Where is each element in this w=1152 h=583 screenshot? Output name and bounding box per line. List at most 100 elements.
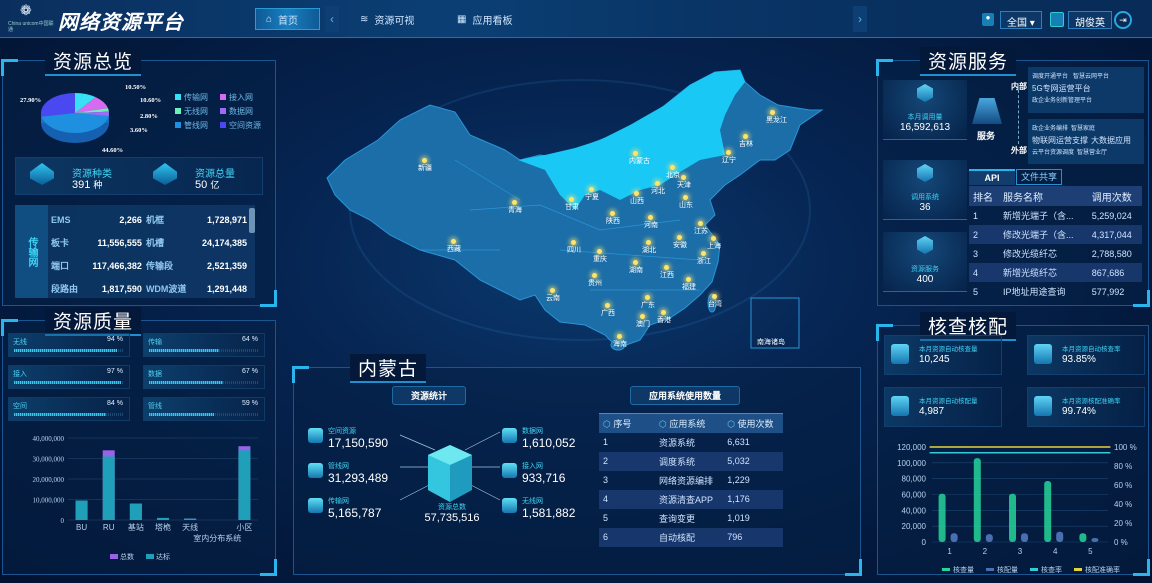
province-marker-dot[interactable] (640, 314, 645, 319)
bar-match-count[interactable] (985, 534, 993, 542)
province-marker-dot[interactable] (661, 310, 666, 315)
province-marker-dot[interactable] (512, 200, 517, 205)
pie-slice[interactable] (41, 93, 75, 117)
province-marker-dot[interactable] (648, 215, 653, 220)
province-marker-dot[interactable] (633, 260, 638, 265)
province-label[interactable]: 青海 (508, 207, 522, 214)
bar-check-count[interactable] (973, 458, 981, 542)
province-marker-dot[interactable] (686, 277, 691, 282)
province-label[interactable]: 天津 (677, 182, 691, 189)
tab-file-share[interactable]: 文件共享 (1016, 169, 1062, 185)
pie-slice[interactable] (75, 108, 109, 113)
province-marker-dot[interactable] (645, 295, 650, 300)
nav-home[interactable]: ⌂ 首页 (255, 8, 320, 30)
legend-item[interactable]: 无线网 (175, 106, 220, 117)
province-marker-dot[interactable] (634, 191, 639, 196)
table-row[interactable]: 5 IP地址用途查询 577,992 (969, 282, 1142, 301)
province-label[interactable]: 贵州 (588, 280, 602, 287)
bar-qualified[interactable] (238, 450, 251, 520)
province-inner-mongolia-highlight[interactable] (518, 70, 745, 210)
province-label[interactable]: 北京 (666, 172, 680, 179)
nav-app-board[interactable]: ▦ 应用看板 (447, 8, 522, 30)
table-row[interactable]: 4 资源清查APP 1,176 (599, 489, 783, 509)
province-marker-dot[interactable] (633, 151, 638, 156)
bar-qualified[interactable] (129, 503, 142, 520)
province-marker-dot[interactable] (610, 211, 615, 216)
internal-system[interactable]: 5G专网运营平台 (1032, 84, 1091, 93)
province-marker-dot[interactable] (681, 175, 686, 180)
province-label[interactable]: 重庆 (593, 256, 607, 263)
external-system[interactable]: 智慧家庭 (1071, 126, 1096, 132)
table-row[interactable]: 2 修改光端子（含... 4,317,044 (969, 225, 1142, 244)
province-label[interactable]: 云南 (546, 295, 560, 302)
bar-match-count[interactable] (950, 533, 958, 542)
province-label[interactable]: 河南 (644, 222, 658, 229)
bar-qualified[interactable] (75, 500, 88, 520)
province-marker-dot[interactable] (571, 240, 576, 245)
province-marker-dot[interactable] (683, 195, 688, 200)
tab-api[interactable]: API (969, 169, 1015, 185)
province-label[interactable]: 山东 (679, 202, 693, 209)
bar-qualified[interactable] (157, 517, 169, 520)
province-label[interactable]: 福建 (682, 284, 696, 291)
external-system[interactable]: 大数据应用 (1091, 136, 1131, 145)
province-marker-dot[interactable] (726, 150, 731, 155)
province-label[interactable]: 湖南 (629, 267, 643, 274)
bar-check-count[interactable] (1044, 481, 1052, 542)
table-row[interactable]: 1 新增光端子（含... 5,259,024 (969, 206, 1142, 225)
province-label[interactable]: 上海 (707, 243, 721, 250)
bar-check-count[interactable] (1009, 493, 1016, 542)
nav-next-button[interactable]: › (853, 6, 867, 32)
table-row[interactable]: 6 自动核配 796 (599, 527, 783, 547)
province-marker-dot[interactable] (712, 294, 717, 299)
bar-check-count[interactable] (938, 493, 946, 542)
internal-system[interactable]: 政企业务创新管理平台 (1032, 98, 1093, 104)
table-row[interactable]: 3 网络资源编排 1,229 (599, 471, 783, 490)
pie-slice[interactable] (75, 111, 109, 117)
bar-match-count[interactable] (1091, 538, 1099, 542)
province-marker-dot[interactable] (569, 197, 574, 202)
external-system[interactable]: 政企业务编排 (1032, 126, 1069, 132)
bar-qualified[interactable] (184, 518, 197, 520)
bar-match-count[interactable] (1021, 533, 1028, 542)
internal-system[interactable]: 调度开通平台 (1032, 74, 1069, 80)
external-system[interactable]: 智慧营业厅 (1077, 150, 1108, 156)
pie-slice[interactable] (41, 113, 109, 134)
province-label[interactable]: 海南 (613, 341, 627, 348)
province-label[interactable]: 山西 (630, 198, 644, 205)
province-marker-dot[interactable] (664, 265, 669, 270)
logout-icon[interactable]: ⇥ (1114, 11, 1132, 29)
external-system[interactable]: 物联网运营支撑 (1032, 136, 1088, 145)
province-label[interactable]: 四川 (567, 247, 581, 254)
pie-slice[interactable] (75, 97, 108, 113)
province-label[interactable]: 江苏 (694, 228, 708, 235)
province-marker-dot[interactable] (605, 303, 610, 308)
province-label[interactable]: 香港 (657, 317, 671, 324)
province-label[interactable]: 浙江 (697, 258, 711, 265)
province-label[interactable]: 广西 (601, 310, 615, 317)
table-row[interactable]: 4 新增光缆纤芯 867,686 (969, 263, 1142, 282)
external-system[interactable]: 云平台资源调度 (1032, 150, 1075, 156)
province-label[interactable]: 河北 (651, 188, 665, 195)
province-label[interactable]: 宁夏 (585, 194, 599, 201)
province-label[interactable]: 湖北 (642, 247, 656, 254)
province-label[interactable]: 陕西 (606, 218, 620, 225)
province-marker-dot[interactable] (743, 134, 748, 139)
table-scrollbar[interactable] (249, 208, 255, 233)
province-marker-dot[interactable] (451, 239, 456, 244)
nav-prev-button[interactable]: ‹ (325, 6, 339, 32)
user-name[interactable]: 胡俊英 (1068, 11, 1112, 29)
province-label[interactable]: 内蒙古 (629, 158, 650, 165)
province-label[interactable]: 西藏 (447, 246, 461, 253)
province-marker-dot[interactable] (646, 240, 651, 245)
province-label[interactable]: 江西 (660, 272, 674, 279)
province-marker-dot[interactable] (589, 187, 594, 192)
legend-item[interactable]: 数据网 (220, 106, 265, 117)
province-marker-dot[interactable] (550, 288, 555, 293)
province-marker-dot[interactable] (655, 181, 660, 186)
province-marker-dot[interactable] (592, 273, 597, 278)
province-marker-dot[interactable] (670, 165, 675, 170)
internal-system[interactable]: 智慧云网平台 (1073, 74, 1110, 80)
province-label[interactable]: 广东 (641, 302, 655, 309)
legend-item[interactable]: 传输网 (175, 92, 220, 103)
